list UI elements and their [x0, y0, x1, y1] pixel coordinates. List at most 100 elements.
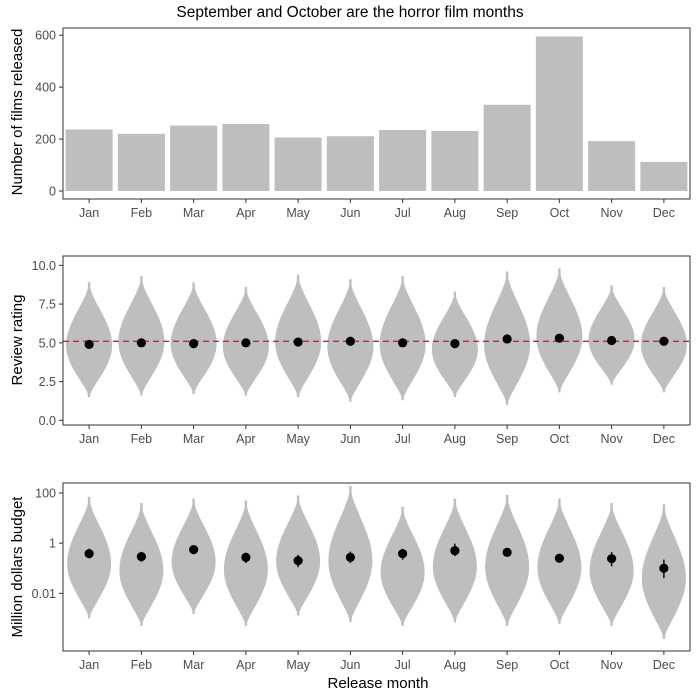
y-axis-title: Review rating [9, 295, 26, 386]
chart-title: September and October are the horror fil… [176, 4, 523, 21]
mean-point-apr [241, 552, 251, 562]
mean-point-may [293, 556, 303, 566]
x-tick-label: Oct [550, 206, 570, 220]
mean-point-sep [502, 334, 512, 344]
x-tick-label: Feb [131, 206, 153, 220]
x-tick-label: Dec [653, 658, 675, 672]
bar-aug [431, 131, 479, 191]
y-tick-label: 7.5 [39, 298, 56, 312]
budget-violin-panel: 0.01 1 100 Jan Feb Mar Apr May Jun Jul Aug Sep Oct No… [9, 482, 691, 672]
x-tick-label: Jun [340, 432, 360, 446]
violin-feb [118, 276, 165, 396]
x-tick-label: Jun [340, 206, 360, 220]
bar-sep [483, 104, 531, 191]
x-tick-label: Dec [653, 432, 675, 446]
x-tick-label: Sep [496, 206, 518, 220]
mean-point-nov [607, 554, 617, 564]
violin-apr [223, 500, 268, 626]
violin-feb [119, 502, 164, 626]
mean-point-jun [345, 336, 355, 346]
bar-mar [170, 125, 218, 191]
x-tick-label: Aug [444, 206, 466, 220]
panel-border-1 [62, 255, 691, 426]
y-tick-label: 0.0 [39, 414, 56, 428]
x-tick-label: Jan [79, 206, 99, 220]
x-tick-label: Apr [236, 658, 255, 672]
mean-point-apr [241, 338, 251, 348]
x-tick-label: Dec [653, 206, 675, 220]
mean-point-sep [502, 547, 512, 557]
violin-aug [432, 498, 477, 623]
x-tick-label: Feb [131, 658, 153, 672]
x-tick-label: Mar [183, 432, 205, 446]
films-released-bar-panel: 0 200 400 600 Jan Feb Mar Apr May Jun Jul Aug Sep Oct… [9, 27, 691, 220]
y-axis-title: Million dollars budget [9, 496, 26, 638]
x-tick-label: Jul [395, 432, 411, 446]
violin-mar [171, 498, 216, 614]
x-tick-label: Oct [550, 658, 570, 672]
mean-point-jan [84, 339, 94, 349]
bar-may [274, 137, 322, 191]
x-tick-label: Nov [601, 206, 624, 220]
x-tick-label: Aug [444, 658, 466, 672]
mean-point-aug [450, 546, 460, 556]
violin-jul [379, 276, 426, 401]
x-tick-label: Mar [183, 206, 205, 220]
x-tick-label: Sep [496, 432, 518, 446]
x-tick-label: Aug [444, 432, 466, 446]
mean-point-feb [136, 552, 146, 562]
mean-point-jul [398, 338, 408, 348]
review-rating-violin-panel: 0.0 2.5 5.0 7.5 10.0 Jan Feb Mar Apr May Jun Jul Aug… [9, 255, 691, 446]
bar-oct [535, 36, 583, 191]
violin-nov [588, 285, 635, 385]
violin-may [275, 274, 322, 398]
x-tick-label: Apr [236, 432, 255, 446]
y-tick-label: 2.5 [39, 375, 56, 389]
y-tick-label: 1 [49, 537, 56, 551]
y-tick-label: 600 [35, 29, 56, 43]
y-tick-label: 0 [49, 185, 56, 199]
mean-point-dec [659, 336, 669, 346]
mean-point-may [293, 337, 303, 347]
mean-point-feb [136, 338, 146, 348]
mean-point-mar [189, 339, 199, 349]
bar-feb [117, 133, 165, 191]
y-tick-label: 400 [35, 81, 56, 95]
mean-point-jan [84, 549, 94, 559]
y-tick-label: 0.01 [32, 587, 56, 601]
y-tick-label: 200 [35, 133, 56, 147]
x-tick-label: Sep [496, 658, 518, 672]
x-tick-label: Jan [79, 432, 99, 446]
violin-sep [485, 494, 530, 626]
bar-jan [65, 129, 113, 191]
x-tick-label: Oct [550, 432, 570, 446]
x-tick-label: May [286, 206, 310, 220]
x-tick-label: Jan [79, 658, 99, 672]
mean-point-jun [345, 552, 355, 562]
x-tick-label: Feb [131, 432, 153, 446]
mean-point-aug [450, 339, 460, 349]
mean-point-oct [554, 333, 564, 343]
violin-jan [66, 282, 113, 398]
x-tick-label: Apr [236, 206, 255, 220]
violin-oct [536, 268, 583, 393]
x-tick-label: Nov [601, 658, 624, 672]
x-tick-label: Jul [395, 206, 411, 220]
mean-point-dec [659, 563, 669, 573]
mean-point-mar [189, 545, 199, 555]
x-tick-label: Jul [395, 658, 411, 672]
x-tick-label: Mar [183, 658, 205, 672]
bar-apr [222, 124, 270, 191]
y-axis-title: Number of films released [9, 29, 26, 196]
panel-border-0 [62, 27, 691, 200]
mean-point-oct [554, 553, 564, 563]
violin-jul [380, 506, 425, 626]
mean-point-nov [607, 335, 617, 346]
mean-point-jul [398, 549, 408, 559]
x-tick-label: May [286, 432, 310, 446]
panel-border-2 [62, 482, 691, 652]
bar-nov [588, 141, 636, 191]
x-tick-label: Jun [340, 658, 360, 672]
x-axis-title: Release month [328, 675, 429, 692]
